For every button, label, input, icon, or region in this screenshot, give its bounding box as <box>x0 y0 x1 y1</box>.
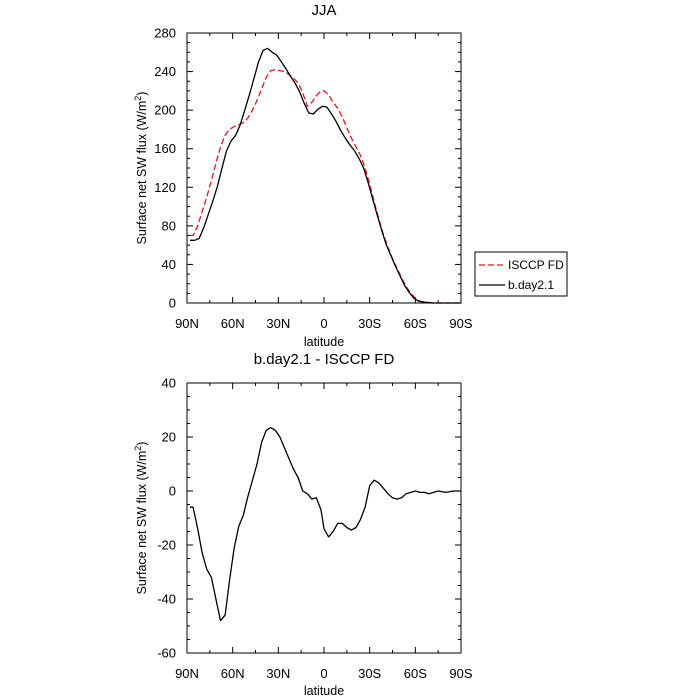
bottom-chart-y-axis-label: Surface net SW flux (W/m2) <box>133 442 149 595</box>
bottom-x-tick-label: 30N <box>266 666 290 681</box>
top-y-tick-label: 200 <box>154 103 176 118</box>
legend-label-isccp: ISCCP FD <box>508 258 564 272</box>
top-series-line-isccp-fd <box>190 68 461 304</box>
bottom-x-tick-label: 30S <box>358 666 381 681</box>
bottom-y-tick-label: 20 <box>162 430 176 445</box>
top-x-tick-label: 60N <box>221 316 245 331</box>
top-x-tick-label: 0 <box>320 316 327 331</box>
bottom-x-tick-label: 60S <box>404 666 427 681</box>
top-chart-frame <box>186 32 462 304</box>
top-chart-y-axis-label-main: Surface net SW flux (W/m <box>135 101 149 245</box>
bottom-y-tick-label: 40 <box>162 376 176 391</box>
bottom-chart-series <box>190 426 461 622</box>
bottom-x-tick-label: 60N <box>221 666 245 681</box>
bottom-chart-y-tick-labels: -60 -40 -20 0 20 40 <box>157 376 176 661</box>
bottom-series-line-b-day2-1-isccp-fd <box>190 426 461 622</box>
top-y-tick-label: 40 <box>162 257 176 272</box>
top-x-tick-label: 90N <box>175 316 199 331</box>
bottom-chart-x-axis-label: latitude <box>304 684 344 698</box>
bottom-x-tick-label: 0 <box>320 666 327 681</box>
top-y-tick-label: 280 <box>154 26 176 41</box>
bottom-x-tick-label: 90S <box>449 666 472 681</box>
top-chart-panel: JJA 90N 60N 30N 0 30S 60S 90S 0 40 80 120 160 200 24… <box>133 2 568 349</box>
top-chart-y-axis-label: Surface net SW flux (W/m2) <box>133 92 149 245</box>
bottom-chart-y-axis-label-end: ) <box>135 442 149 446</box>
bottom-chart-x-tick-labels: 90N 60N 30N 0 30S 60S 90S <box>175 666 473 681</box>
bottom-y-tick-label: -60 <box>157 646 176 661</box>
bottom-chart-y-axis-label-main: Surface net SW flux (W/m <box>135 451 149 595</box>
top-y-tick-label: 0 <box>169 296 176 311</box>
bottom-chart-y-axis-label-sup: 2 <box>133 446 143 451</box>
top-y-tick-label: 160 <box>154 141 176 156</box>
bottom-chart-title: b.day2.1 - ISCCP FD <box>254 351 395 368</box>
bottom-y-tick-label: 0 <box>169 484 176 499</box>
bottom-x-tick-label: 90N <box>175 666 199 681</box>
top-y-tick-label: 120 <box>154 180 176 195</box>
top-chart-y-axis-label-sup: 2 <box>133 96 143 101</box>
top-chart-x-tick-labels: 90N 60N 30N 0 30S 60S 90S <box>175 316 473 331</box>
legend-label-model: b.day2.1 <box>508 278 554 292</box>
top-x-tick-label: 30N <box>266 316 290 331</box>
bottom-chart-panel: b.day2.1 - ISCCP FD 90N 60N 30N 0 30S 60S 90S … <box>133 351 473 698</box>
bottom-y-tick-label: -40 <box>157 592 176 607</box>
top-x-tick-label: 60S <box>404 316 427 331</box>
bottom-chart-ticks <box>186 382 462 654</box>
top-x-tick-label: 30S <box>358 316 381 331</box>
top-y-tick-label: 80 <box>162 218 176 233</box>
legend-box <box>474 251 568 297</box>
bottom-chart-frame <box>186 382 462 654</box>
top-chart-ticks <box>186 32 462 304</box>
top-chart-y-axis-label-end: ) <box>135 92 149 96</box>
legend: ISCCP FD b.day2.1 <box>474 251 568 297</box>
top-chart-x-axis-label: latitude <box>304 335 344 349</box>
top-series-line-b-day2-1 <box>190 47 461 304</box>
top-chart-y-tick-labels: 0 40 80 120 160 200 240 280 <box>154 26 176 311</box>
bottom-y-tick-label: -20 <box>157 538 176 553</box>
top-x-tick-label: 90S <box>449 316 472 331</box>
top-chart-title: JJA <box>311 2 336 19</box>
top-y-tick-label: 240 <box>154 64 176 79</box>
top-chart-series <box>190 47 461 304</box>
